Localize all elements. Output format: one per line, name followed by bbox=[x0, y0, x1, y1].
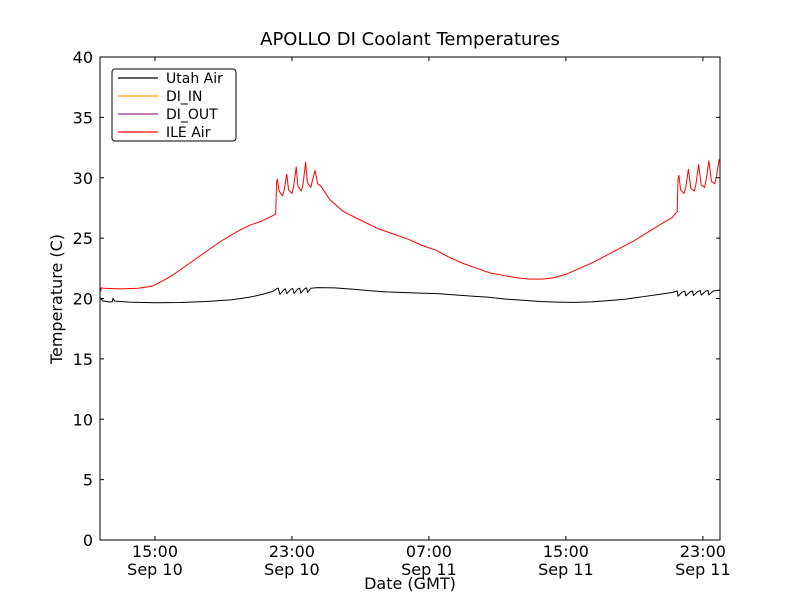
series-layer bbox=[100, 159, 720, 540]
y-tick-label: 15 bbox=[73, 350, 93, 369]
y-tick-label: 5 bbox=[83, 471, 93, 490]
legend-box bbox=[111, 68, 237, 142]
x-axis-label: Date (GMT) bbox=[364, 574, 456, 593]
x-tick-date-label: Sep 10 bbox=[127, 560, 183, 579]
x-tick-date-label: Sep 11 bbox=[675, 560, 731, 579]
y-tick-label: 35 bbox=[73, 108, 93, 127]
legend-label: ILE Air bbox=[166, 125, 211, 141]
y-tick-label: 20 bbox=[73, 290, 93, 309]
legend: Utah Air DI_IN DI_OUT ILE Air bbox=[111, 68, 237, 142]
series-line-utah-air bbox=[100, 287, 720, 304]
legend-label: DI_IN bbox=[166, 89, 203, 105]
y-tick-label: 25 bbox=[73, 229, 93, 248]
x-tick-time-label: 23:00 bbox=[680, 542, 726, 561]
x-tick-time-label: 07:00 bbox=[406, 542, 452, 561]
x-tick-date-label: Sep 10 bbox=[264, 560, 320, 579]
x-tick-time-label: 23:00 bbox=[269, 542, 315, 561]
y-axis-label: Temperature (C) bbox=[47, 234, 66, 365]
chart-title: APOLLO DI Coolant Temperatures bbox=[260, 29, 560, 50]
x-tick-time-label: 15:00 bbox=[543, 542, 589, 561]
series-line-ile-air bbox=[100, 159, 720, 292]
x-tick-date-label: Sep 11 bbox=[401, 560, 457, 579]
y-tick-label: 30 bbox=[73, 169, 93, 188]
y-tick-label: 10 bbox=[73, 410, 93, 429]
legend-label: Utah Air bbox=[166, 71, 223, 87]
y-tick-label: 0 bbox=[83, 531, 93, 550]
x-tick-date-label: Sep 11 bbox=[538, 560, 594, 579]
y-tick-label: 40 bbox=[73, 48, 93, 67]
legend-label: DI_OUT bbox=[166, 107, 218, 123]
x-tick-time-label: 15:00 bbox=[132, 542, 178, 561]
